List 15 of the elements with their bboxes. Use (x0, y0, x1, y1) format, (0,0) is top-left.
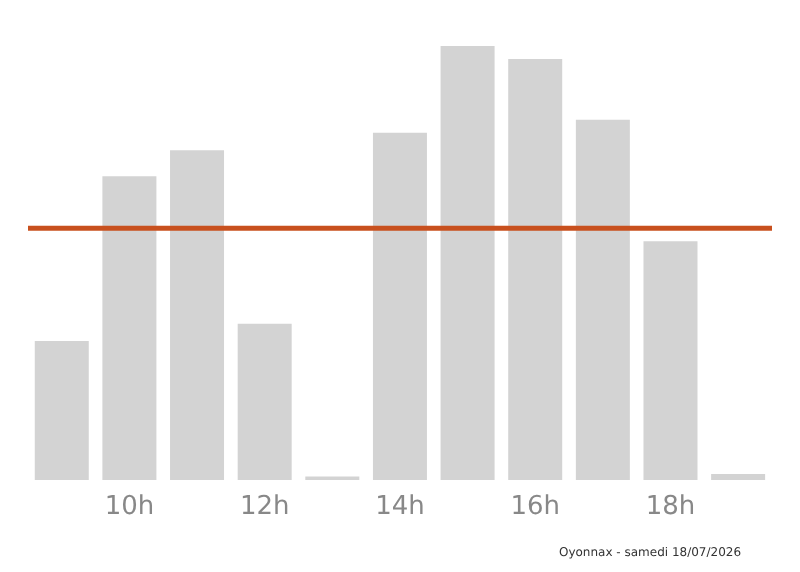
bar (237, 323, 292, 480)
bar (34, 341, 89, 480)
bar (170, 150, 225, 480)
bar (643, 241, 698, 480)
x-tick-label: 16h (510, 492, 561, 523)
bar (711, 473, 766, 480)
x-tick-label: 18h (645, 492, 696, 523)
x-tick-label: 12h (239, 492, 290, 523)
bar (102, 176, 157, 480)
bar (440, 46, 495, 480)
bar (372, 132, 427, 480)
bar (508, 59, 563, 480)
bar (575, 119, 630, 480)
x-tick-label: 10h (104, 492, 155, 523)
x-tick-label: 14h (375, 492, 425, 523)
